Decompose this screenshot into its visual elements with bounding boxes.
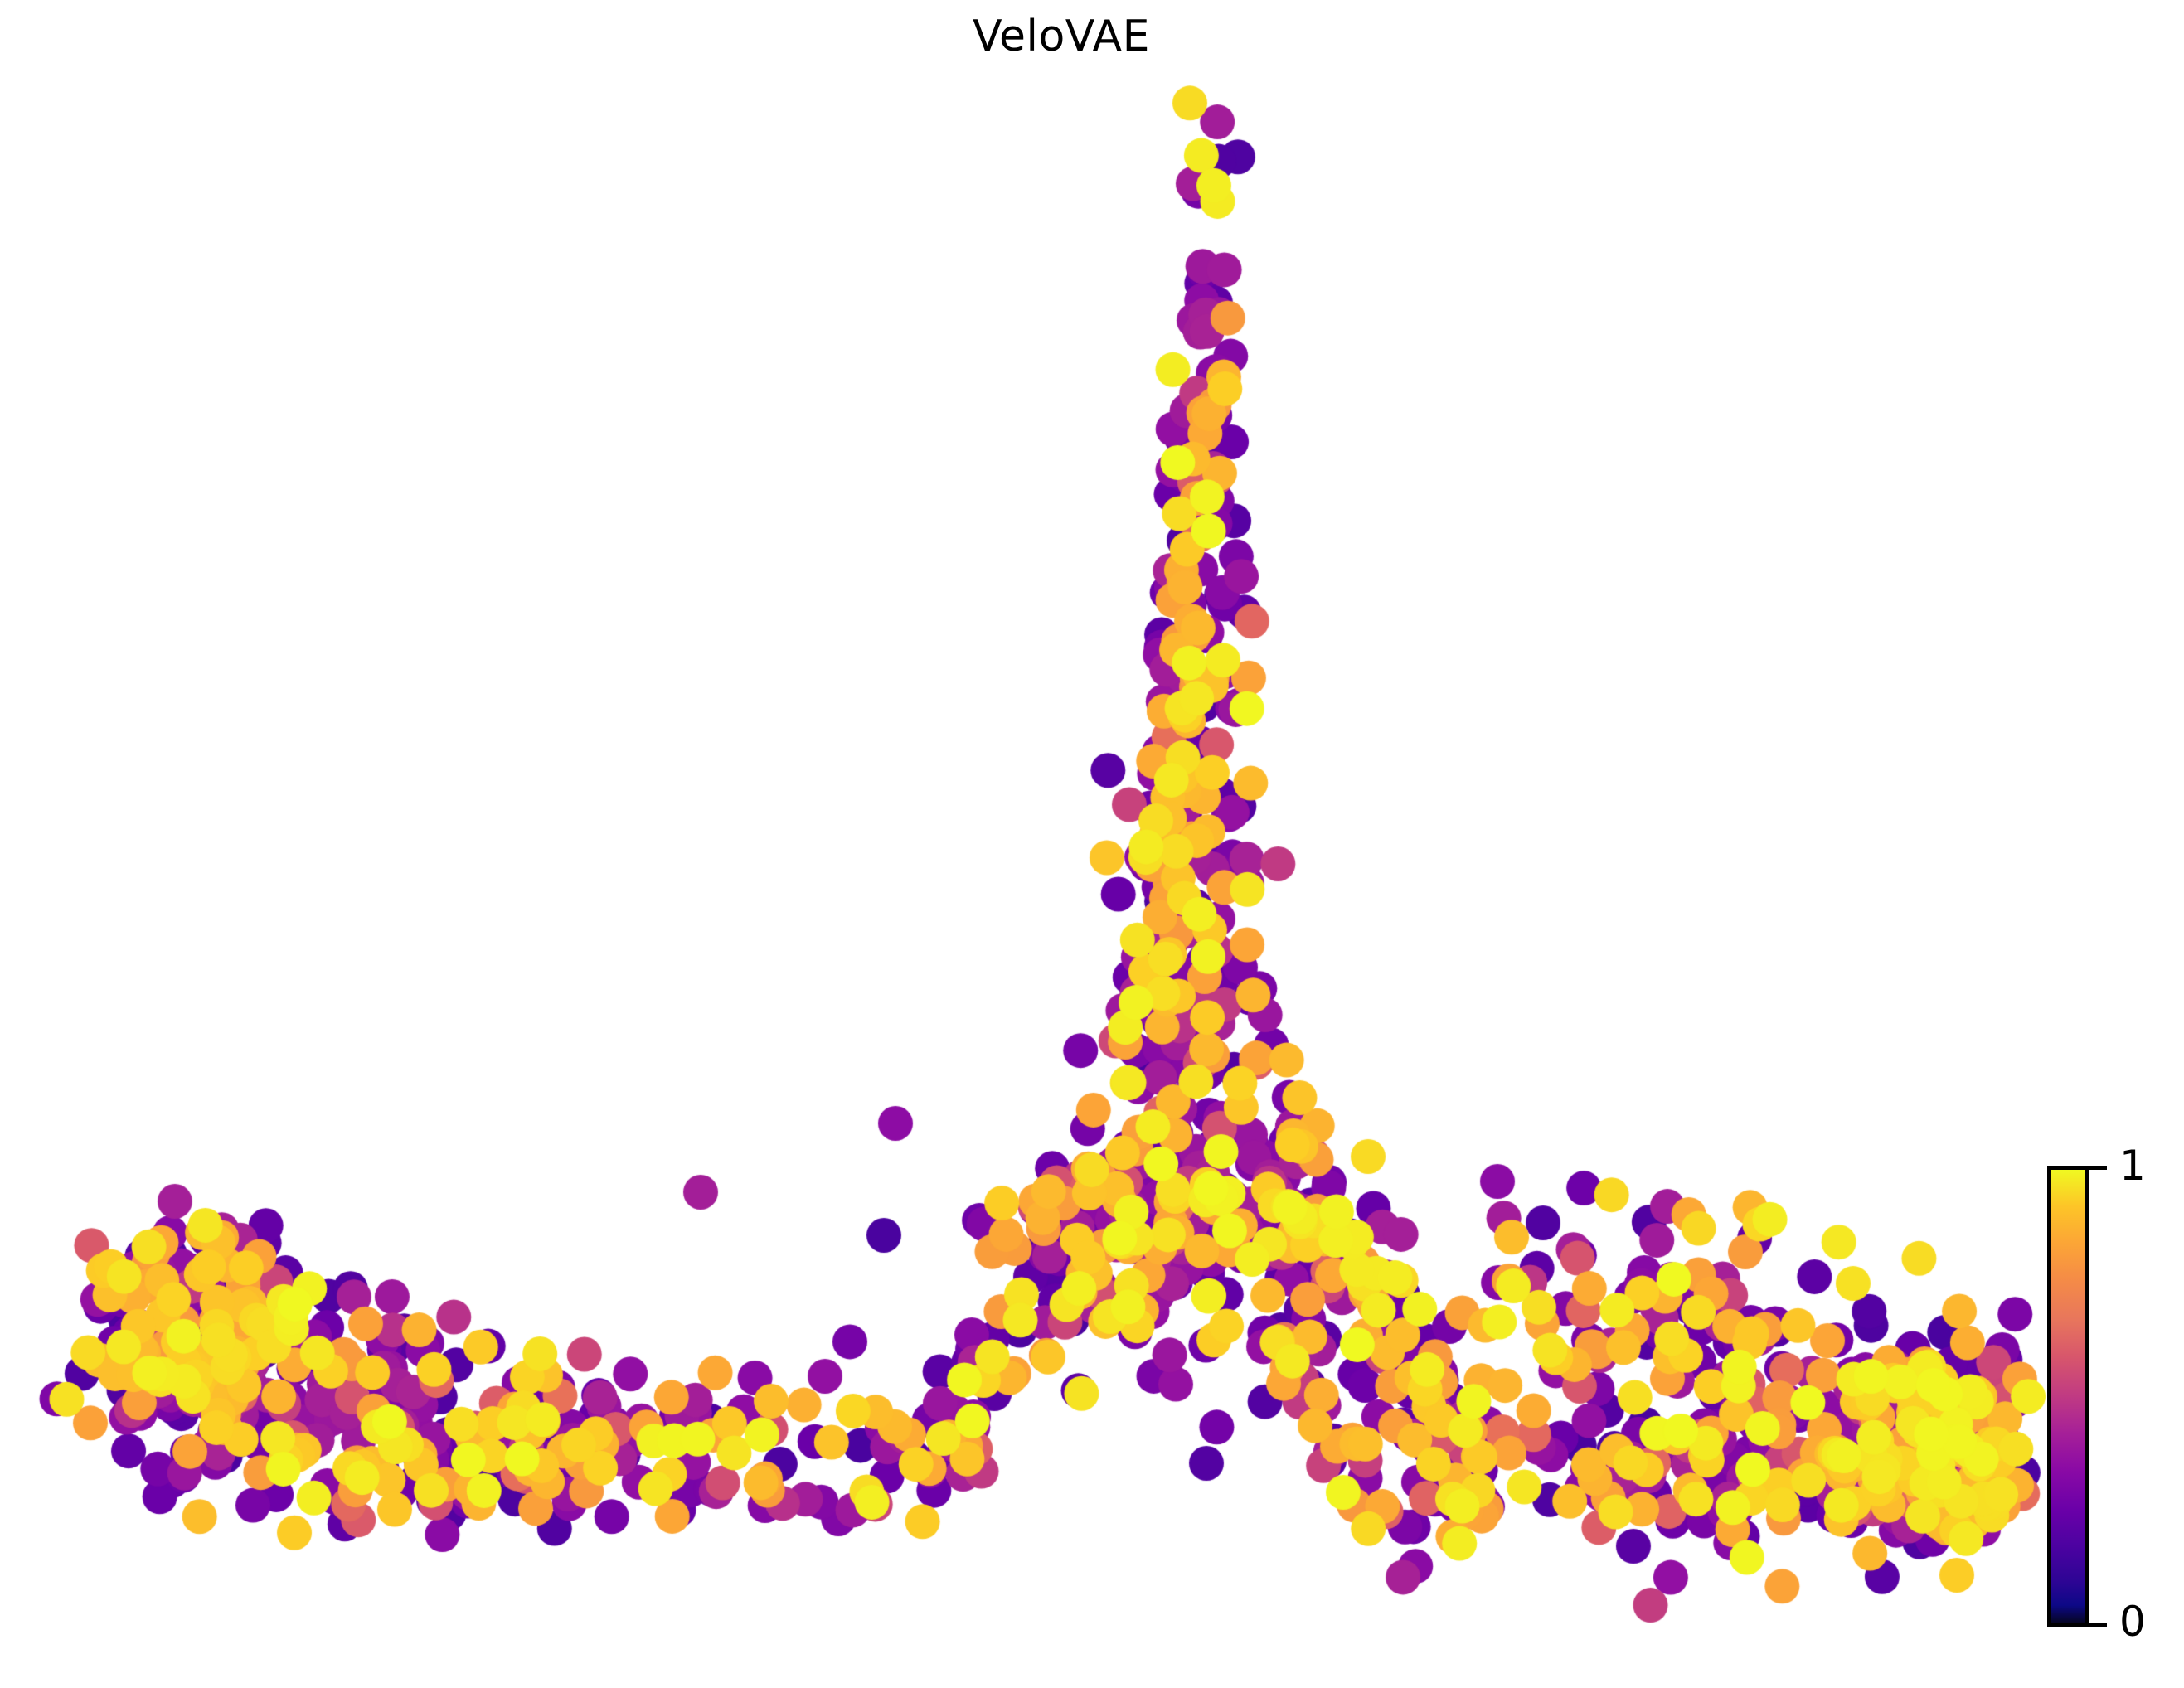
colorbar-gradient <box>2047 1166 2089 1627</box>
colorbar-tick-max <box>2089 1166 2107 1170</box>
colorbar-label-max: 1 <box>2119 1142 2146 1190</box>
colorbar-label-min: 0 <box>2119 1598 2146 1646</box>
colorbar-tick-min <box>2089 1623 2107 1627</box>
